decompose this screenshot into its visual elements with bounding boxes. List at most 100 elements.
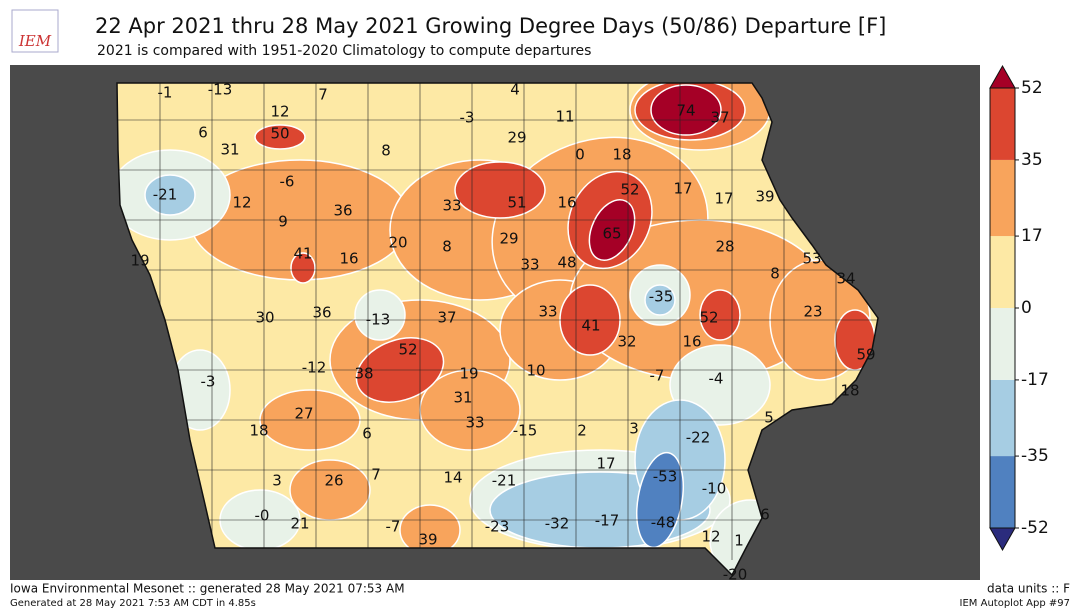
station-value: 36 — [312, 304, 331, 322]
colorbar-tick-label: -17 — [1021, 370, 1049, 390]
station-value: 2 — [577, 422, 587, 440]
station-value: 17 — [714, 190, 733, 208]
station-value: 50 — [270, 125, 289, 143]
station-value: 33 — [538, 303, 557, 321]
station-value: 1 — [734, 532, 744, 550]
station-value: 36 — [333, 202, 352, 220]
station-value: 65 — [602, 225, 621, 243]
colorbar-band — [990, 159, 1015, 237]
station-value: -20 — [723, 566, 748, 584]
station-value: -53 — [653, 468, 678, 486]
station-value: 48 — [557, 254, 576, 272]
station-value: 52 — [620, 181, 639, 199]
station-value: 18 — [840, 382, 859, 400]
station-value: 7 — [318, 86, 328, 104]
station-value: 39 — [755, 188, 774, 206]
station-value: 8 — [442, 238, 452, 256]
station-value: -12 — [302, 359, 327, 377]
station-value: 38 — [354, 365, 373, 383]
station-value: 30 — [255, 309, 274, 327]
station-value: 20 — [388, 234, 407, 252]
station-value: -48 — [651, 514, 676, 532]
colorbar-band — [990, 456, 1015, 528]
colorbar-tick-label: 52 — [1021, 78, 1043, 98]
station-value: 4 — [510, 81, 520, 99]
station-value: 12 — [270, 103, 289, 121]
colorbar-band — [990, 88, 1015, 160]
station-value: 53 — [802, 250, 821, 268]
station-value: 52 — [699, 309, 718, 327]
station-value: 6 — [760, 506, 770, 524]
station-value: 26 — [324, 472, 343, 490]
station-value: 16 — [682, 333, 701, 351]
station-value: 31 — [220, 141, 239, 159]
station-value: 0 — [575, 146, 585, 164]
station-value: 32 — [617, 333, 636, 351]
station-value: -3 — [460, 109, 475, 127]
station-value: 8 — [770, 265, 780, 283]
station-value: 18 — [612, 146, 631, 164]
colorbar-band — [990, 379, 1015, 457]
station-value: -22 — [686, 429, 711, 447]
station-value: 28 — [715, 238, 734, 256]
colorbar-over — [989, 64, 1016, 89]
station-value: 52 — [398, 341, 417, 359]
title: 22 Apr 2021 thru 28 May 2021 Growing Deg… — [95, 14, 886, 38]
station-value: 11 — [555, 108, 574, 126]
contour-region — [289, 459, 371, 521]
contour-region — [454, 161, 546, 219]
station-value: 41 — [293, 245, 312, 263]
station-value: 5 — [764, 409, 774, 427]
logo-box — [11, 9, 59, 53]
footer-right: data units :: F — [987, 582, 1070, 596]
station-value: -7 — [386, 518, 401, 536]
contour-fill — [117, 83, 878, 575]
station-value: 7 — [371, 466, 381, 484]
station-value: -17 — [595, 512, 620, 530]
station-value: -7 — [650, 367, 665, 385]
station-value: -32 — [545, 515, 570, 533]
colorbar-tick-label: 17 — [1021, 226, 1043, 246]
station-value: 12 — [701, 528, 720, 546]
station-value: -13 — [366, 311, 391, 329]
colorbar-tick-label: -52 — [1021, 518, 1049, 538]
station-value: 37 — [437, 309, 456, 327]
station-value: 29 — [499, 230, 518, 248]
station-value: 37 — [710, 109, 729, 127]
station-value: 12 — [232, 194, 251, 212]
station-value: 34 — [836, 270, 855, 288]
station-value: 17 — [596, 455, 615, 473]
station-value: 17 — [673, 180, 692, 198]
station-value: -13 — [208, 81, 233, 99]
station-value: -0 — [255, 507, 270, 525]
colorbar: -52 -35 -17 0 17 35 52 — [989, 64, 1049, 552]
station-value: 33 — [520, 256, 539, 274]
station-value: 21 — [290, 515, 309, 533]
footer-left: Iowa Environmental Mesonet :: generated … — [10, 582, 405, 596]
station-value: 6 — [198, 124, 208, 142]
footer-left-small: Generated at 28 May 2021 7:53 AM CDT in … — [10, 598, 256, 609]
footer-right-small: IEM Autoplot App #97 — [960, 598, 1070, 609]
station-value: 29 — [507, 129, 526, 147]
station-value: 31 — [453, 389, 472, 407]
station-value: 3 — [629, 420, 639, 438]
station-value: 19 — [459, 365, 478, 383]
contour-region — [354, 289, 406, 341]
contour-region — [588, 199, 636, 261]
station-value: -4 — [709, 370, 724, 388]
contour-region — [644, 284, 676, 316]
contour-region — [650, 84, 722, 136]
station-value: -21 — [153, 186, 178, 204]
station-value: 33 — [442, 197, 461, 215]
iowa-border — [116, 82, 879, 577]
station-value: 74 — [676, 102, 695, 120]
station-value: 8 — [381, 142, 391, 160]
station-value: 6 — [362, 425, 372, 443]
station-value: 19 — [130, 252, 149, 270]
station-value: 10 — [526, 362, 545, 380]
logo: IEM — [18, 32, 52, 50]
contour-region — [290, 252, 316, 284]
station-value: 3 — [272, 472, 282, 490]
